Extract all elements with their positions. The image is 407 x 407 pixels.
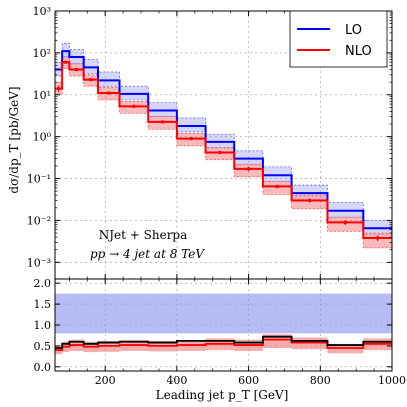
tick-labels: 10⁻³ 10⁻² 10⁻¹ 10⁰ 10¹ 10² 10³ 200 400 600 800 1000… (27, 5, 406, 387)
data-point (376, 236, 380, 240)
y-tick-label: 10³ (33, 5, 51, 18)
ticks (55, 10, 393, 371)
data-point (132, 104, 136, 108)
x-tick-label: 200 (95, 374, 116, 387)
series-line-lo (55, 50, 392, 230)
data-point (189, 137, 193, 141)
x-tick-label: 1000 (378, 374, 406, 387)
data-point (308, 198, 312, 202)
y-tick-label: 10¹ (33, 89, 51, 102)
data-point (161, 120, 165, 124)
data-point (107, 91, 111, 95)
annotation-line-1: NJet + Sherpa (99, 228, 188, 242)
legend: LO NLO (289, 10, 388, 68)
data-point (343, 220, 347, 224)
y-tick-label: 10⁻³ (27, 256, 51, 269)
band-lo (55, 43, 392, 235)
ratio-line-nlo (55, 338, 392, 351)
main-bands (55, 42, 392, 249)
x-tick-label: 800 (310, 374, 331, 387)
y-axis-label: dσ/dp_T [pb/GeV] (7, 86, 21, 193)
ratio-series (55, 335, 392, 351)
ratio-tick-label: 1.5 (34, 298, 52, 311)
ratio-tick-label: 2.0 (34, 277, 52, 290)
band-edge-high-lo (55, 42, 392, 221)
ratio-tick-label: 0.0 (34, 361, 52, 374)
y-tick-label: 10⁻¹ (27, 173, 51, 186)
y-tick-label: 10⁰ (33, 131, 52, 144)
data-point (218, 150, 222, 154)
data-point (75, 68, 79, 72)
data-point (247, 167, 251, 171)
annotation-line-2: pp → 4 jet at 8 TeV (90, 247, 205, 261)
y-tick-label: 10⁻² (27, 214, 51, 227)
x-axis-label: Leading jet p_T [GeV] (156, 388, 289, 402)
legend-box (289, 10, 388, 68)
data-point (64, 60, 68, 64)
ratio-line-black (55, 335, 392, 349)
legend-lo-label: LO (345, 23, 362, 38)
x-tick-label: 400 (166, 374, 187, 387)
data-point (57, 87, 61, 91)
data-point (89, 78, 93, 82)
band-edge-high-nlo (55, 56, 392, 234)
data-point (275, 184, 279, 188)
legend-nlo-label: NLO (345, 44, 372, 59)
ratio-tick-label: 0.5 (34, 340, 52, 353)
y-tick-label: 10² (33, 47, 51, 60)
main-errors (57, 60, 380, 242)
ratio-band-lo (55, 293, 392, 334)
x-tick-label: 600 (238, 374, 259, 387)
ratio-tick-label: 1.0 (34, 319, 52, 332)
